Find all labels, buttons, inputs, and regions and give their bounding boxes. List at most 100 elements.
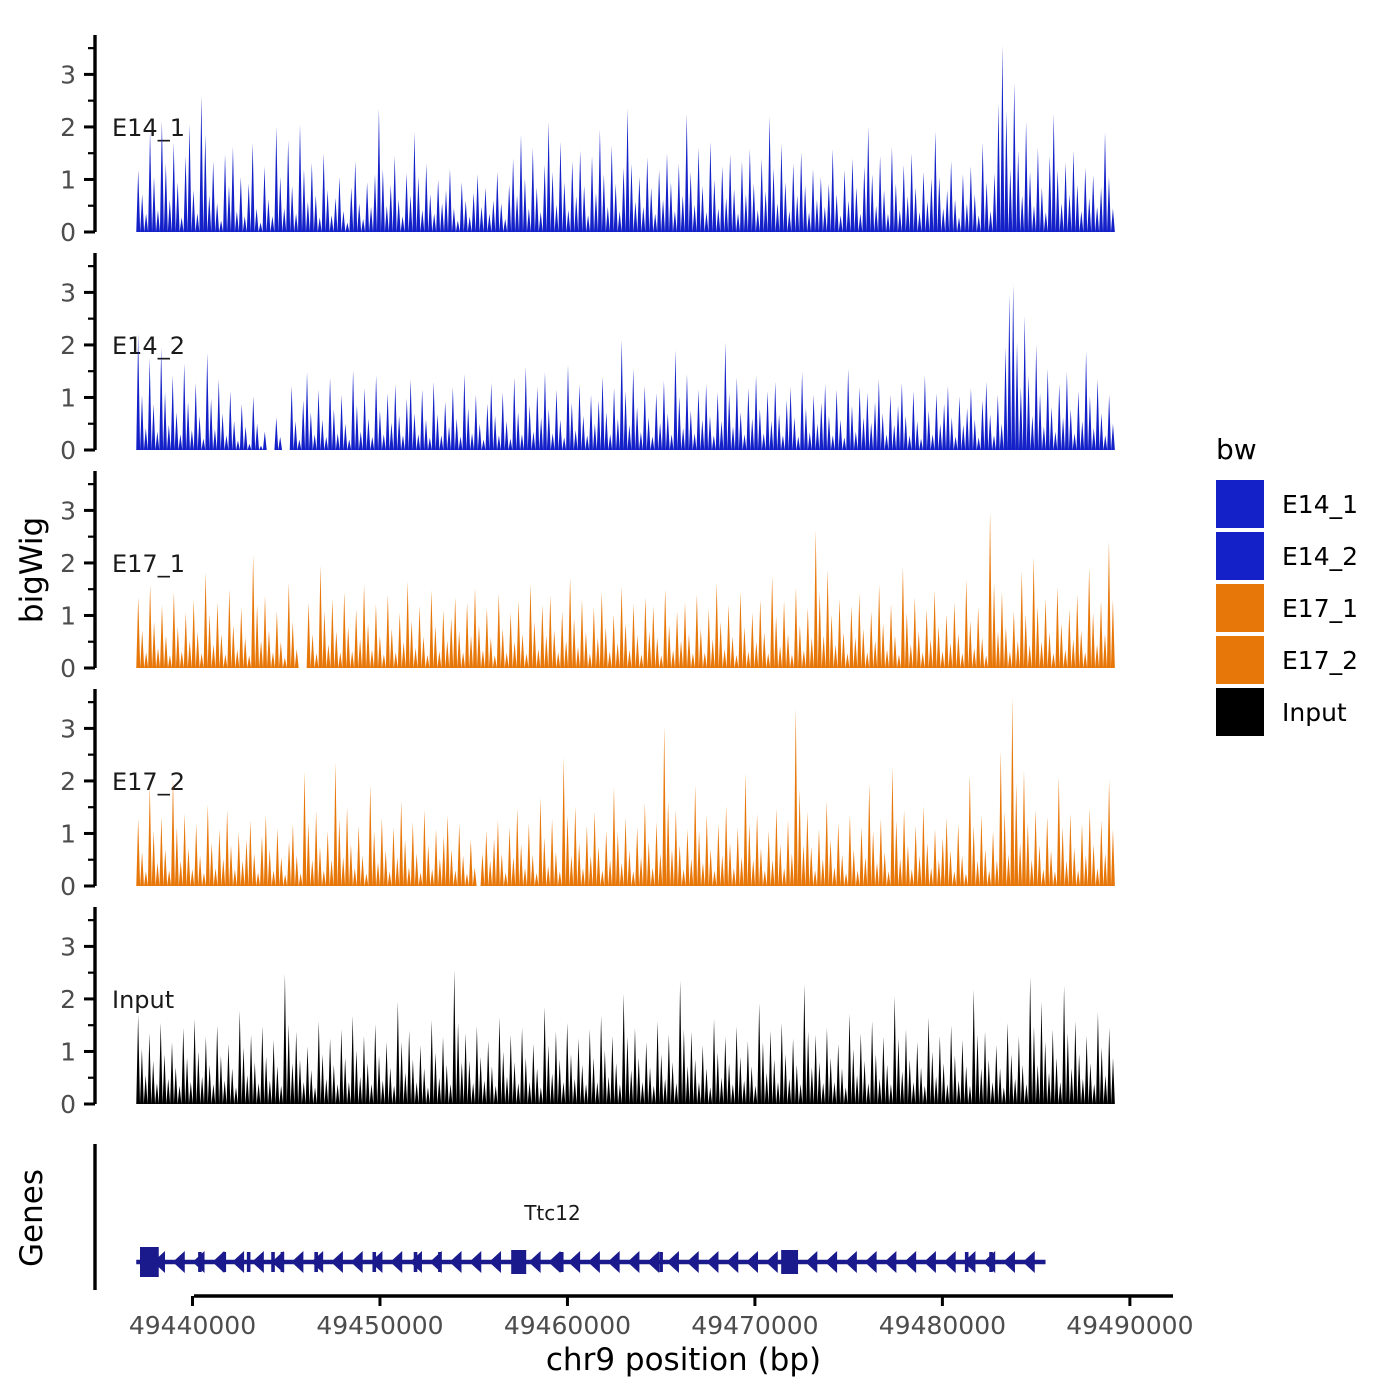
- gene-exon: [559, 1252, 564, 1272]
- gene-exon: [222, 1252, 227, 1272]
- signal-area-e14_2: [136, 284, 1115, 450]
- y-tick-label: 1: [60, 165, 76, 194]
- y-tick-label: 3: [60, 714, 76, 743]
- panel-label-e17_1: E17_1: [112, 550, 185, 578]
- gene-strand-arrow: [943, 1251, 956, 1273]
- y-tick-label: 1: [60, 1037, 76, 1066]
- gene-exon: [511, 1250, 527, 1274]
- gene-strand-arrow: [647, 1251, 660, 1273]
- panel-label-e14_2: E14_2: [112, 332, 185, 360]
- axis-titles-group: bigWig Genes chr9 position (bp): [14, 517, 821, 1378]
- y-tick-label: 0: [60, 436, 76, 465]
- gene-strand-arrow: [666, 1251, 679, 1273]
- gene-strand-arrow: [904, 1251, 917, 1273]
- gene-exon: [438, 1252, 442, 1272]
- legend-label-e14_2: E14_2: [1282, 542, 1358, 571]
- x-tick-label: 49440000: [129, 1311, 256, 1340]
- gene-exon: [989, 1252, 993, 1272]
- gene-exon: [781, 1250, 799, 1274]
- gene-strand-arrow: [350, 1251, 363, 1273]
- y-tick-label: 3: [60, 932, 76, 961]
- x-tick-label: 49480000: [879, 1311, 1006, 1340]
- gene-strand-arrow: [212, 1251, 225, 1273]
- x-tick-label: 49450000: [316, 1311, 443, 1340]
- gene-strand-arrow: [528, 1251, 541, 1273]
- signal-panel-e14_2: 0 1 2 3 E14_2: [60, 253, 1115, 465]
- legend-title: bw: [1216, 433, 1257, 466]
- y-tick-label: 3: [60, 60, 76, 89]
- gene-strand-arrow: [469, 1251, 482, 1273]
- gene-strand-arrow: [844, 1251, 857, 1273]
- signal-area-e17_2: [136, 696, 1115, 886]
- x-axis-title: chr9 position (bp): [546, 1342, 821, 1378]
- gene-strand-arrow: [153, 1251, 166, 1273]
- signal-panel-e14_1: 0 1 2 3 E14_1: [60, 35, 1115, 247]
- y-tick-label: 1: [60, 601, 76, 630]
- gene-strand-arrow: [686, 1251, 699, 1273]
- gene-strand-arrow: [291, 1251, 304, 1273]
- gene-exon: [314, 1252, 318, 1272]
- gene-strand-arrow: [884, 1251, 897, 1273]
- gene-exon: [198, 1252, 202, 1272]
- y-tick-label: 3: [60, 278, 76, 307]
- y-axis-title: bigWig: [14, 517, 50, 623]
- y-tick-label: 3: [60, 496, 76, 525]
- y-tick-label: 2: [60, 767, 76, 796]
- gene-exon: [246, 1252, 251, 1272]
- gene-strand-arrow: [805, 1251, 818, 1273]
- legend-swatch-e14_2[interactable]: [1216, 532, 1264, 580]
- legend-swatch-input[interactable]: [1216, 688, 1264, 736]
- gene-name-label: Ttc12: [523, 1201, 581, 1225]
- gene-strand-arrow: [963, 1251, 976, 1273]
- signal-area-e17_1: [136, 511, 1115, 668]
- gene-strand-arrow: [232, 1251, 245, 1273]
- gene-strand-arrow: [370, 1251, 383, 1273]
- signal-panel-input: 0 1 2 3 Input: [60, 907, 1115, 1119]
- panel-label-input: Input: [112, 986, 174, 1014]
- gene-exon: [139, 1247, 159, 1277]
- y-tick-label: 0: [60, 654, 76, 683]
- legend-swatch-e17_1[interactable]: [1216, 584, 1264, 632]
- gene-strand-arrow: [923, 1251, 936, 1273]
- legend-swatch-e14_1[interactable]: [1216, 480, 1264, 528]
- x-tick-label: 49460000: [504, 1311, 631, 1340]
- gene-model-ttc12[interactable]: Ttc12: [136, 1201, 1046, 1277]
- y-tick-label: 2: [60, 113, 76, 142]
- y-tick-label: 0: [60, 1090, 76, 1119]
- gene-strand-arrow: [330, 1251, 343, 1273]
- gene-exon: [280, 1252, 285, 1272]
- gene-strand-arrow: [765, 1251, 778, 1273]
- genes-axis-title: Genes: [14, 1169, 50, 1267]
- gene-strand-arrow: [825, 1251, 838, 1273]
- gene-strand-arrow: [627, 1251, 640, 1273]
- y-tick-label: 2: [60, 549, 76, 578]
- gene-strand-arrow: [568, 1251, 581, 1273]
- y-tick-label: 2: [60, 985, 76, 1014]
- legend-label-e17_1: E17_1: [1282, 594, 1358, 623]
- legend-swatch-e17_2[interactable]: [1216, 636, 1264, 684]
- legend-label-e14_1: E14_1: [1282, 490, 1358, 519]
- gene-exon: [659, 1252, 663, 1272]
- gene-exon: [413, 1252, 418, 1272]
- gene-strand-arrow: [548, 1251, 561, 1273]
- gene-strand-arrow: [607, 1251, 620, 1273]
- gene-strand-arrow: [726, 1251, 739, 1273]
- genes-track-group: Ttc12: [93, 1144, 1046, 1290]
- y-tick-label: 0: [60, 872, 76, 901]
- signal-panel-e17_2: 0 1 2 3 E17_2: [60, 689, 1115, 901]
- gene-strand-arrow: [390, 1251, 403, 1273]
- gene-strand-arrow: [746, 1251, 759, 1273]
- gene-strand-arrow: [1022, 1251, 1035, 1273]
- gene-strand-arrow: [449, 1251, 462, 1273]
- signal-panels-group: 0 1 2 3 E14_1 0 1 2 3 E14_2 0 1 2 3 E17_1 0 1 2 3 E17_2 0 1 2 3…: [60, 35, 1115, 1119]
- legend-label-input: Input: [1282, 698, 1347, 727]
- y-tick-label: 1: [60, 819, 76, 848]
- y-tick-label: 1: [60, 383, 76, 412]
- signal-panel-e17_1: 0 1 2 3 E17_1: [60, 471, 1115, 683]
- x-axis-group: 49440000 49450000 49460000 49470000 49480000…: [129, 1294, 1194, 1340]
- gene-strand-arrow: [587, 1251, 600, 1273]
- gene-strand-arrow: [172, 1251, 185, 1273]
- legend-group: bw E14_1 E14_2 E17_1 E17_2 Input: [1216, 433, 1358, 736]
